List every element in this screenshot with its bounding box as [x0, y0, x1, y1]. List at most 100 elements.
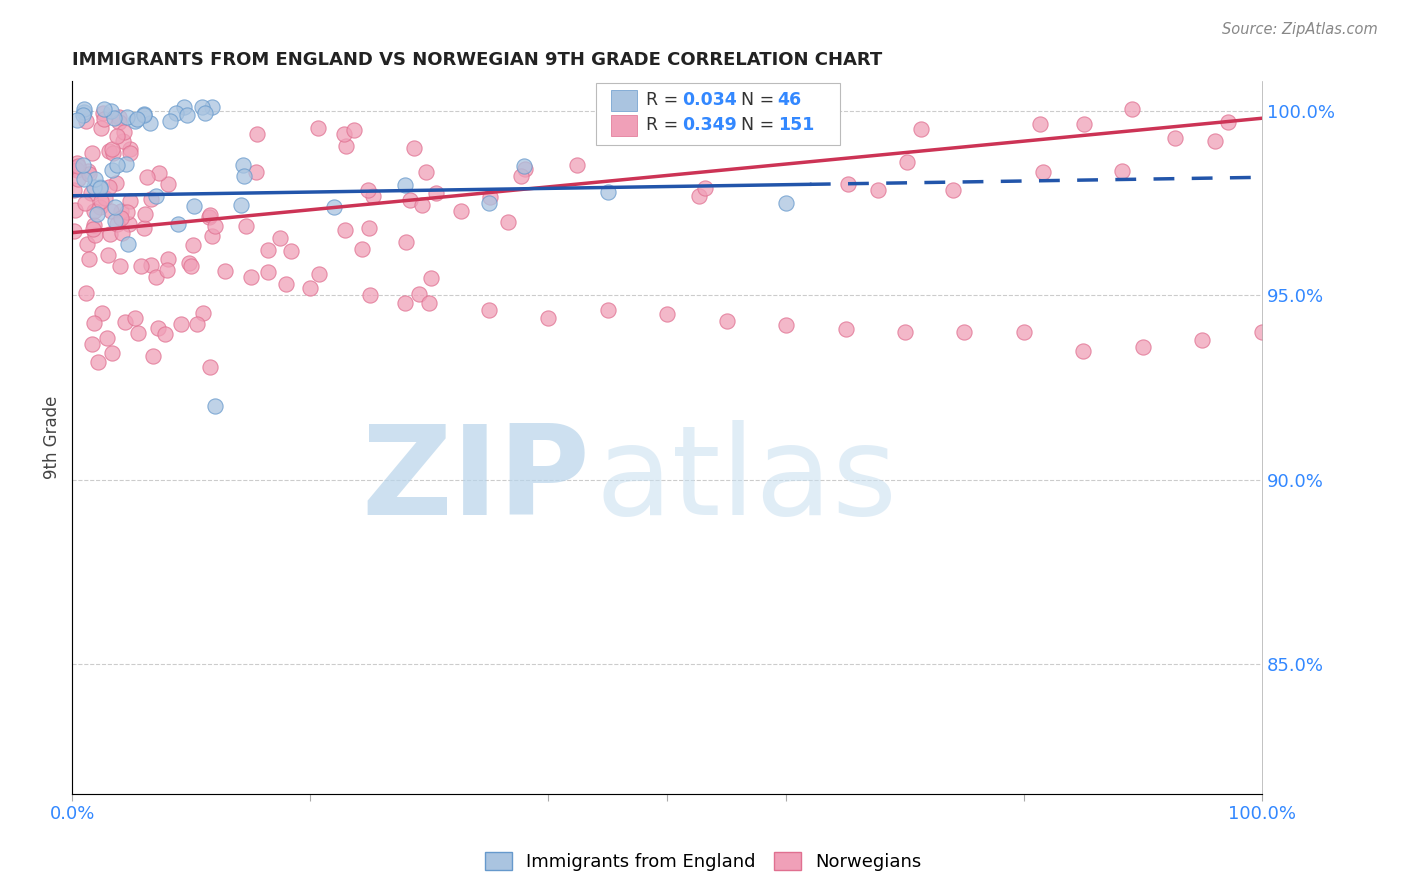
Point	[138, 116, 160, 130]
Text: atlas: atlas	[596, 420, 898, 541]
Point	[834, 321, 856, 335]
Point	[335, 138, 357, 153]
Point	[942, 183, 965, 197]
Point	[308, 267, 330, 281]
Y-axis label: 9th Grade: 9th Grade	[44, 396, 60, 479]
Point	[415, 165, 437, 179]
Point	[90, 194, 112, 208]
Point	[194, 106, 217, 120]
Point	[395, 235, 418, 249]
Point	[186, 317, 208, 331]
Point	[127, 326, 149, 340]
Point	[167, 217, 190, 231]
Point	[136, 169, 159, 184]
Point	[408, 286, 430, 301]
Point	[515, 161, 537, 176]
Point	[1032, 165, 1054, 179]
Text: N =: N =	[741, 91, 779, 109]
Point	[66, 112, 89, 127]
Point	[93, 112, 115, 127]
Point	[1073, 343, 1095, 358]
Point	[80, 146, 103, 161]
Point	[866, 183, 889, 197]
Point	[108, 259, 131, 273]
Point	[115, 157, 138, 171]
Point	[148, 166, 170, 180]
Point	[352, 242, 374, 256]
Point	[280, 244, 302, 258]
Point	[112, 134, 135, 148]
Point	[66, 162, 89, 177]
Point	[145, 269, 167, 284]
Point	[361, 188, 384, 202]
Point	[181, 238, 204, 252]
Point	[201, 100, 224, 114]
Text: 151: 151	[778, 116, 814, 134]
Point	[89, 181, 111, 195]
Point	[76, 236, 98, 251]
Point	[129, 260, 152, 274]
Point	[97, 145, 120, 159]
Text: 46: 46	[778, 91, 801, 109]
Point	[894, 326, 917, 340]
Point	[402, 141, 425, 155]
Point	[198, 210, 221, 224]
Point	[716, 314, 738, 328]
Text: R =: R =	[645, 116, 683, 134]
Point	[107, 110, 129, 124]
Point	[214, 263, 236, 277]
Point	[110, 203, 132, 218]
Text: Source: ZipAtlas.com: Source: ZipAtlas.com	[1222, 22, 1378, 37]
FancyBboxPatch shape	[596, 83, 839, 145]
Point	[910, 122, 932, 136]
Point	[510, 169, 533, 183]
Point	[159, 114, 181, 128]
Point	[107, 114, 129, 128]
Point	[67, 159, 90, 173]
Text: N =: N =	[741, 116, 779, 134]
Point	[176, 108, 198, 122]
Point	[94, 190, 117, 204]
Point	[127, 112, 149, 126]
Point	[155, 327, 177, 342]
Point	[73, 172, 96, 186]
Text: IMMIGRANTS FROM ENGLAND VS NORWEGIAN 9TH GRADE CORRELATION CHART: IMMIGRANTS FROM ENGLAND VS NORWEGIAN 9TH…	[72, 51, 883, 69]
Point	[87, 355, 110, 369]
Point	[83, 317, 105, 331]
Point	[124, 113, 146, 128]
Point	[110, 227, 132, 241]
Point	[89, 180, 111, 194]
Point	[180, 259, 202, 273]
Point	[80, 186, 103, 201]
Point	[235, 219, 257, 233]
Point	[256, 265, 278, 279]
Point	[775, 318, 797, 332]
Point	[307, 121, 329, 136]
Point	[96, 331, 118, 345]
Point	[100, 103, 122, 118]
Point	[191, 100, 214, 114]
Point	[134, 107, 156, 121]
Point	[97, 248, 120, 262]
Point	[72, 108, 94, 122]
Point	[157, 177, 180, 191]
Point	[83, 204, 105, 219]
Point	[86, 207, 108, 221]
Point	[245, 165, 267, 179]
Point	[118, 146, 141, 161]
Point	[83, 180, 105, 194]
Point	[100, 142, 122, 156]
Point	[537, 310, 560, 325]
Point	[1204, 134, 1226, 148]
Point	[695, 181, 717, 195]
Point	[1164, 131, 1187, 145]
Point	[120, 194, 142, 208]
Point	[73, 196, 96, 211]
Point	[478, 303, 501, 318]
Point	[118, 142, 141, 156]
Text: ZIP: ZIP	[361, 420, 589, 541]
Point	[104, 200, 127, 214]
Point	[103, 111, 125, 125]
Point	[394, 178, 416, 192]
Point	[115, 205, 138, 219]
